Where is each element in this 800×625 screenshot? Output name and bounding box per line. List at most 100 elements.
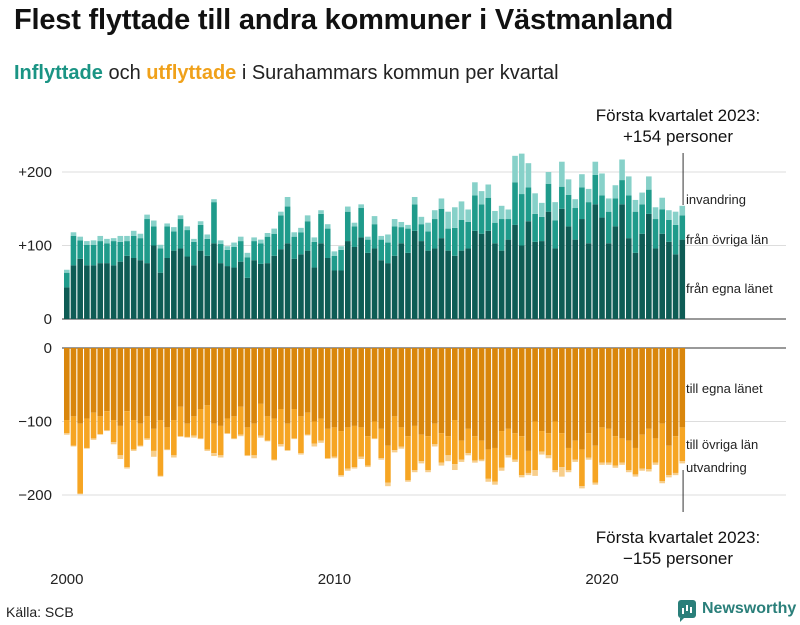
bar-out-0 [304,348,311,413]
bar-out-0 [465,348,471,429]
bar-out-0 [646,348,652,429]
bar-in-2 [70,232,77,236]
annotation-bottom: −155 personer [623,549,733,568]
bar-out-2 [284,450,291,451]
bar-in-0 [150,245,157,319]
bar-out-2 [418,461,425,464]
bar-out-2 [592,482,599,485]
bar-out-1 [311,421,318,444]
bar-in-2 [572,199,579,209]
bar-out-1 [251,423,257,456]
bar-in-2 [485,184,492,198]
bar-out-1 [130,420,137,450]
bar-out-1 [565,447,572,471]
bar-out-2 [639,468,645,471]
bar-in-2 [191,238,197,242]
bar-in-2 [585,188,592,203]
bar-in-1 [271,233,277,256]
bar-in-0 [418,241,425,319]
bar-in-2 [204,234,211,239]
chart-title: Flest flyttade till andra kommuner i Väs… [14,4,674,36]
bar-in-1 [84,244,90,266]
bar-out-1 [646,428,652,470]
bar-in-1 [458,219,465,251]
bar-in-1 [425,231,431,251]
bar-out-1 [204,405,211,450]
bar-out-0 [391,348,398,417]
bar-out-1 [64,420,70,434]
bar-out-0 [579,348,585,450]
bar-in-0 [599,217,605,319]
bar-out-0 [411,348,418,426]
bar-out-0 [197,348,204,410]
bar-in-2 [679,205,686,216]
bar-out-2 [605,462,612,465]
bar-in-0 [545,211,552,319]
bar-in-2 [137,233,144,239]
newsworthy-icon [678,600,696,622]
bar-in-0 [124,255,130,319]
bar-out-0 [284,348,291,424]
bar-in-0 [672,254,679,319]
bar-out-0 [445,348,451,437]
bar-in-0 [619,204,625,319]
bar-out-1 [258,403,264,436]
y-tick-label: +100 [18,238,52,255]
bar-in-0 [97,263,104,319]
subtitle-rest: i Surahammars kommun per kvartal [241,62,559,84]
bar-out-0 [585,348,592,434]
bar-in-1 [639,204,645,234]
bar-out-1 [652,438,659,463]
bar-in-0 [559,208,565,319]
bar-out-2 [271,459,277,461]
bar-out-1 [171,420,177,456]
bar-out-1 [298,416,304,454]
subtitle-utflyttade: utflyttade [146,62,237,84]
bar-out-2 [445,455,451,462]
bar-out-2 [465,453,471,456]
bar-out-1 [217,425,224,456]
bar-in-1 [418,224,425,242]
bar-in-2 [425,222,431,232]
newsworthy-logo[interactable]: Newsworthy [678,600,796,622]
bar-out-2 [184,436,191,438]
bar-out-0 [358,348,364,428]
bar-in-2 [518,153,525,195]
bar-out-1 [612,436,619,466]
bar-in-1 [311,241,318,268]
bar-out-1 [378,428,385,459]
bar-in-1 [284,206,291,244]
bar-out-1 [438,433,445,463]
bar-out-2 [258,435,264,438]
bar-out-0 [592,348,599,446]
bar-in-0 [679,239,686,319]
bar-in-2 [418,216,425,225]
bar-out-1 [211,423,217,454]
bar-out-0 [378,348,385,429]
bar-out-2 [411,470,418,473]
bar-in-2 [84,241,90,245]
bar-in-2 [110,238,117,242]
bar-out-0 [70,348,77,417]
bar-out-2 [431,444,438,447]
bar-out-2 [237,434,244,437]
bar-out-0 [204,348,211,406]
bar-in-2 [579,174,585,188]
bar-in-2 [659,197,666,210]
bar-out-2 [231,438,237,440]
bar-out-1 [70,416,77,446]
bar-out-1 [592,445,599,483]
bar-out-2 [485,478,492,482]
bar-in-1 [532,213,538,242]
bar-out-0 [77,348,83,424]
bar-in-2 [405,224,411,229]
bar-in-2 [344,206,351,212]
bar-out-1 [518,436,525,476]
bar-out-2 [144,438,150,440]
bar-out-1 [351,425,358,468]
series-label: från övriga län [686,232,768,247]
bar-in-1 [130,235,137,258]
bar-in-2 [512,155,518,183]
bar-out-1 [224,418,231,434]
bar-in-0 [117,261,124,319]
